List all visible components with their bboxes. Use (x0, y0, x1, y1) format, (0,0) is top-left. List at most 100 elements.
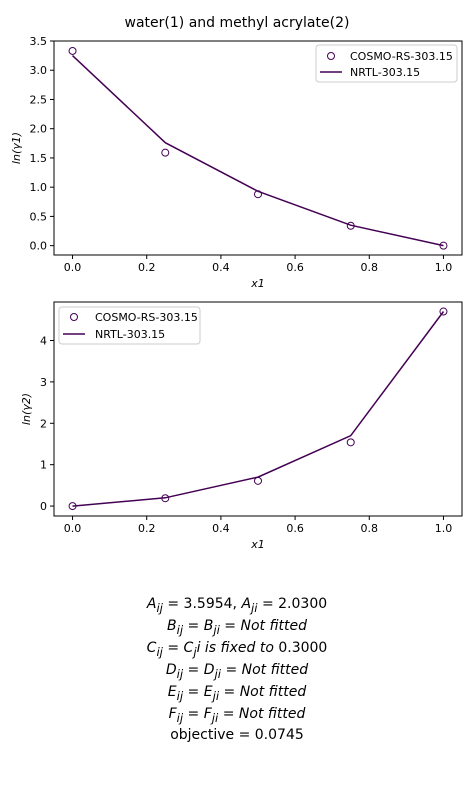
param-line-d: Dij = Dji = Not fitted (0, 662, 474, 681)
x-tick-label-bottom-0: 0.0 (64, 522, 82, 535)
x-tick-label-top-4: 0.8 (361, 261, 379, 274)
param-d-mid: = D (183, 662, 215, 678)
data-point-cosmo-bottom-3 (346, 438, 355, 447)
param-line-e: Eij = Eji = Not fitted (0, 684, 474, 703)
legend-top-label-cosmo: COSMO-RS-303.15 (350, 50, 453, 63)
y-axis-label-top: ln(γ1) (10, 132, 23, 164)
param-e-mid: = E (183, 684, 213, 700)
y-tick-label-bottom-4: 4 (40, 334, 47, 347)
y-tick-label-top-1: 0.5 (30, 210, 48, 223)
data-point-cosmo-bottom-2 (254, 476, 262, 485)
param-c-sub1: ij (156, 644, 163, 659)
y-tick-label-top-3: 1.5 (30, 152, 48, 165)
y-tick-label-top-2: 1.0 (30, 181, 48, 194)
data-point-cosmo-top-1 (161, 148, 170, 157)
param-d-sub1: ij (176, 666, 184, 681)
plot-area-top (53, 40, 463, 256)
param-b-sub1: ij (176, 622, 184, 637)
x-tick-label-top-2: 0.4 (212, 261, 230, 274)
y-tick-label-bottom-3: 3 (40, 376, 47, 389)
data-point-cosmo-bottom-1 (161, 494, 170, 503)
series-line-group-top (71, 55, 444, 247)
chart-bottom: 0.0 0.2 0.4 0.6 0.8 1.0 0 1 2 3 4 x1 ln(γ2) COSMO… (20, 301, 463, 551)
x-tick-label-bottom-1: 0.2 (138, 522, 156, 535)
legend-bottom-label-nrtl: NRTL-303.15 (95, 328, 165, 341)
y-axis-label-bottom: ln(γ2) (20, 393, 33, 425)
legend-bottom-box (58, 306, 201, 345)
param-b-tail: = Not fitted (219, 618, 307, 634)
param-f-sub2: ji (211, 710, 219, 725)
x-axis-label-top-main: x1 (250, 277, 265, 290)
param-c-val: 0.3000 (273, 640, 328, 656)
data-point-cosmo-top-2 (254, 190, 262, 199)
legend-bottom-marker-cosmo (70, 313, 78, 321)
legend-bottom-label-cosmo: COSMO-RS-303.15 (95, 311, 198, 324)
x-tick-label-top-3: 0.6 (286, 261, 304, 274)
param-a-lhs2: A (241, 596, 252, 612)
y-tick-label-top-7: 3.5 (30, 35, 48, 48)
objective-value: objective = 0.0745 (170, 727, 304, 743)
y-tick-label-top-0: 0.0 (30, 240, 48, 253)
param-line-b: Bij = Bji = Not fitted (0, 618, 474, 637)
data-point-cosmo-top-0 (68, 46, 77, 55)
param-f-mid: = F (183, 706, 212, 722)
param-a-sub1: ij (156, 600, 163, 615)
legend-top-label-nrtl: NRTL-303.15 (350, 66, 420, 79)
x-axis-ticks-top: 0.0 0.2 0.4 0.6 0.8 1.0 (64, 255, 452, 274)
x-tick-label-top-5: 1.0 (435, 261, 453, 274)
param-e-tail: = Not fitted (219, 684, 307, 700)
x-tick-label-bottom-5: 1.0 (435, 522, 453, 535)
param-e-lhs: E (167, 684, 177, 700)
legend-top: COSMO-RS-303.15 NRTL-303.15 (315, 44, 458, 83)
x-tick-label-top-1: 0.2 (138, 261, 156, 274)
series-points-group-bottom (68, 307, 448, 511)
param-a-sub2: ji (251, 600, 258, 615)
plot-area-bottom (53, 301, 463, 517)
data-point-cosmo-top-4 (439, 241, 448, 250)
param-a-val2: = 2.0300 (257, 596, 328, 612)
x-tick-label-top-0: 0.0 (64, 261, 82, 274)
param-b-lhs: B (167, 618, 177, 634)
x-axis-ticks-bottom: 0.0 0.2 0.4 0.6 0.8 1.0 (64, 516, 452, 535)
param-d-sub2: ji (214, 666, 222, 681)
y-tick-label-bottom-1: 1 (40, 459, 47, 472)
param-c-lhs: C (146, 640, 157, 656)
param-f-lhs: F (168, 706, 177, 722)
x-axis-label-bottom: x1 (250, 538, 265, 551)
param-c-mid: = C (162, 640, 194, 656)
y-tick-label-bottom-0: 0 (40, 500, 47, 513)
legend-bottom: COSMO-RS-303.15 NRTL-303.15 (58, 306, 201, 345)
x-tick-label-bottom-3: 0.6 (286, 522, 304, 535)
x-axis-label-top: x1 (250, 277, 265, 290)
param-line-f: Fij = Fji = Not fitted (0, 706, 474, 725)
param-f-sub1: ij (176, 710, 184, 725)
data-point-cosmo-bottom-4 (439, 307, 448, 316)
param-b-sub2: ji (213, 622, 220, 637)
x-axis-label-bottom-main: x1 (250, 538, 265, 551)
x-tick-label-bottom-4: 0.8 (361, 522, 379, 535)
param-b-mid: = B (183, 618, 214, 634)
x-tick-label-bottom-2: 0.4 (212, 522, 230, 535)
y-axis-ticks-bottom: 0 1 2 3 4 (40, 334, 54, 513)
y-tick-label-top-6: 3.0 (30, 64, 48, 77)
y-tick-label-bottom-2: 2 (40, 417, 47, 430)
param-a-lhs1: A (146, 596, 157, 612)
legend-top-box (315, 44, 458, 83)
series-points-group-top (68, 46, 448, 250)
series-line-nrtl-top (71, 55, 444, 247)
param-line-a: Aij = 3.5954, Aji = 2.0300 (0, 596, 474, 615)
y-tick-label-top-4: 2.0 (30, 123, 48, 136)
param-f-tail: = Not fitted (218, 706, 306, 722)
param-a-val1: = 3.5954, (162, 596, 242, 612)
y-tick-label-top-5: 2.5 (30, 93, 48, 106)
data-point-cosmo-top-3 (346, 221, 355, 230)
param-d-lhs: D (165, 662, 177, 678)
param-e-sub2: ji (212, 688, 220, 703)
param-line-c: Cij = Cji is fixed to 0.3000 (0, 640, 474, 659)
param-c-sub2: j (193, 644, 197, 659)
param-c-tail: i is fixed to (196, 640, 274, 656)
param-e-sub1: ij (176, 688, 184, 703)
figure-title: water(1) and methyl acrylate(2) (125, 15, 350, 31)
y-axis-ticks-top: 0.0 0.5 1.0 1.5 2.0 2.5 3.0 3.5 (30, 35, 54, 253)
